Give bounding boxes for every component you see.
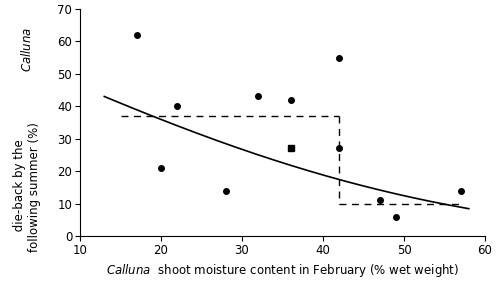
- Text: $\it{Calluna}$: $\it{Calluna}$: [20, 27, 34, 73]
- X-axis label: $\it{Calluna}$  shoot moisture content in February (% wet weight): $\it{Calluna}$ shoot moisture content in…: [106, 262, 459, 279]
- Text: die-back by the
following summer (%): die-back by the following summer (%): [14, 122, 42, 252]
